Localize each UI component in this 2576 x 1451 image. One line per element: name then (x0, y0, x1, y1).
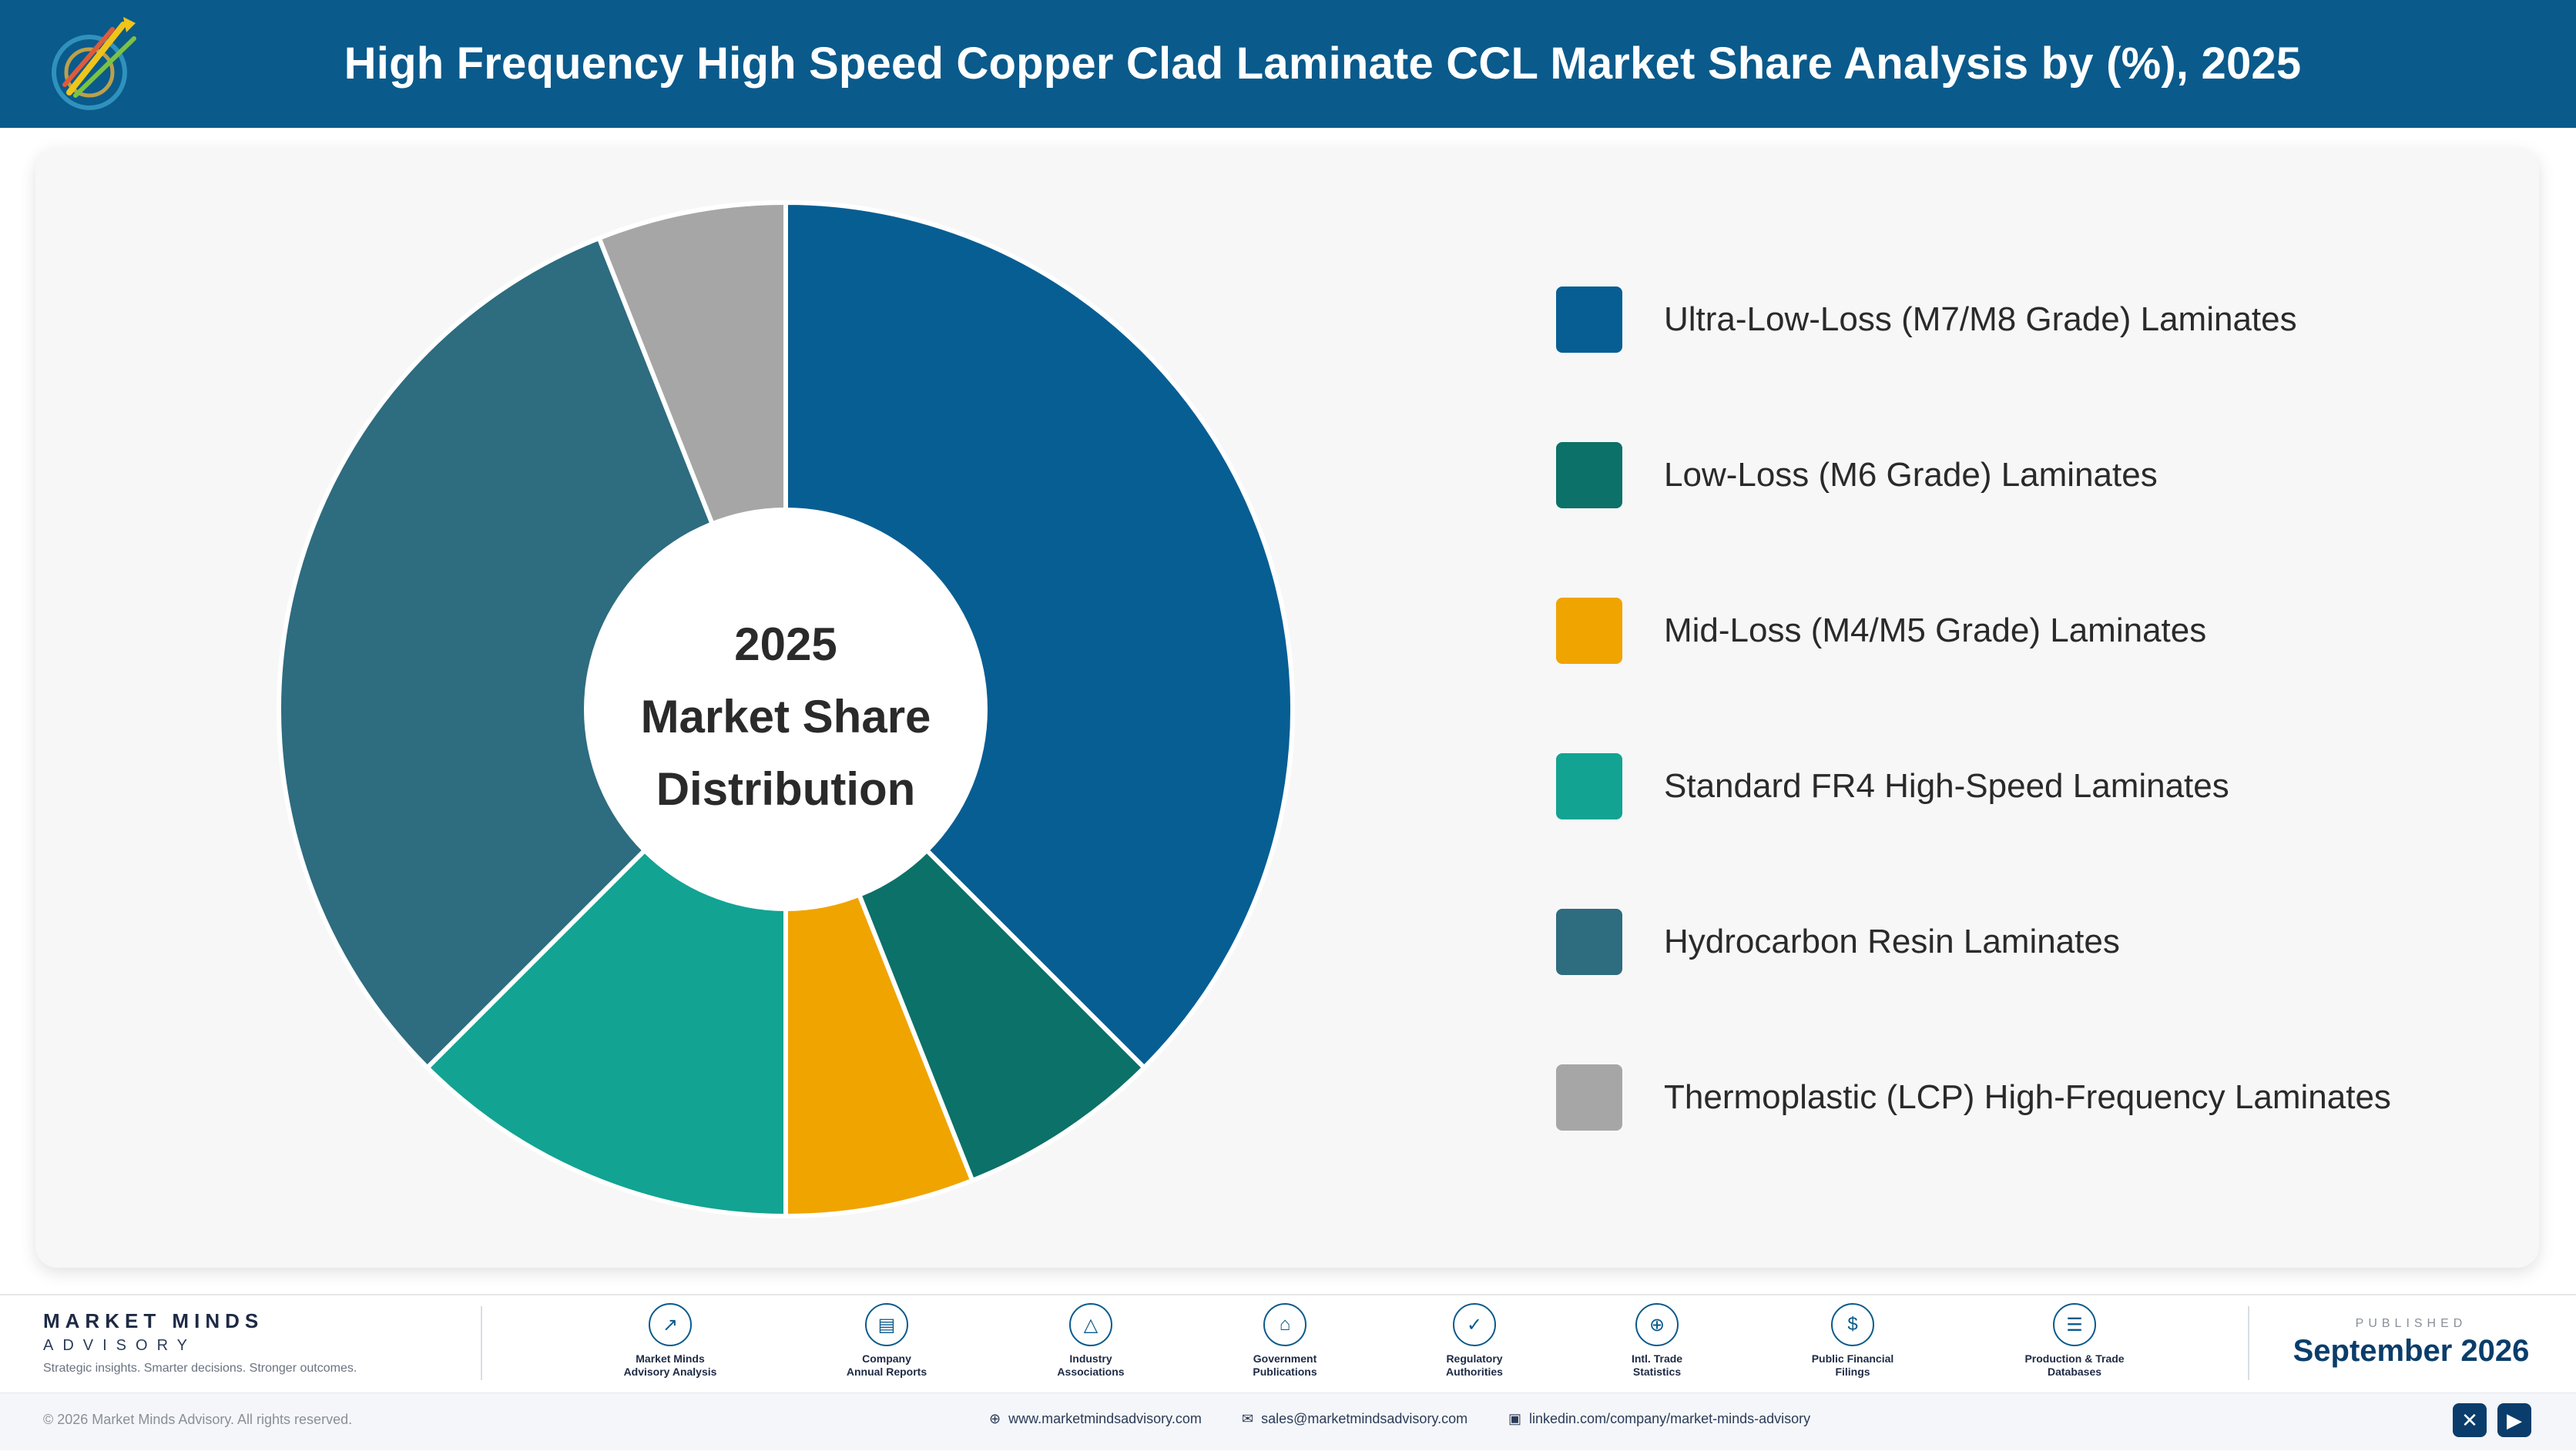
legend-label: Standard FR4 High-Speed Laminates (1664, 767, 2229, 805)
globe-icon: ⊕ (1635, 1303, 1679, 1346)
mail-icon: ✉ (1242, 1411, 1254, 1426)
building-icon: ⌂ (1263, 1303, 1306, 1346)
company-logo-icon (52, 17, 136, 110)
dollar-icon: $ (1831, 1303, 1874, 1346)
legend-swatch (1556, 753, 1622, 819)
footer-divider (2248, 1306, 2249, 1380)
legend-label: Low-Loss (M6 Grade) Laminates (1664, 456, 2158, 494)
source-government-publications: ⌂ Government Publications (1227, 1303, 1343, 1379)
footer-divider (481, 1306, 482, 1380)
document-icon: ▤ (865, 1303, 908, 1346)
published-date: September 2026 (2293, 1334, 2530, 1368)
legend-item: Thermoplastic (LCP) High-Frequency Lamin… (1556, 1064, 2391, 1131)
center-label-year: 2025 (734, 618, 837, 670)
legend-swatch (1556, 287, 1622, 353)
legend-swatch (1556, 1064, 1622, 1131)
pie-slice-5 (277, 235, 789, 1071)
copyright-text: © 2026 Market Minds Advisory. All rights… (43, 1412, 353, 1427)
source-market-minds: ↗ Market Minds Advisory Analysis (612, 1303, 728, 1379)
globe-icon: ⊕ (989, 1411, 1001, 1426)
legend-label: Hydrocarbon Resin Laminates (1664, 923, 2120, 960)
legend-swatch (1556, 909, 1622, 975)
legend-swatch (1556, 598, 1622, 664)
website-link[interactable]: ⊕ www.marketmindsadvisory.com (989, 1411, 1202, 1426)
footer-brand-name: MARKET MINDS (43, 1309, 264, 1332)
database-icon: ☰ (2053, 1303, 2096, 1346)
pie-chart (277, 199, 1295, 1216)
legend-item: Ultra-Low-Loss (M7/M8 Grade) Laminates (1556, 287, 2297, 353)
legend-label: Mid-Loss (M4/M5 Grade) Laminates (1664, 612, 2207, 649)
legend-label: Thermoplastic (LCP) High-Frequency Lamin… (1664, 1078, 2391, 1116)
source-financial-filings: $ Public Financial Filings (1795, 1303, 1910, 1379)
legend-label: Ultra-Low-Loss (M7/M8 Grade) Laminates (1664, 300, 2297, 338)
linkedin-icon: ▣ (1508, 1411, 1522, 1426)
shield-icon: ✓ (1453, 1303, 1496, 1346)
youtube-social-icon[interactable]: ▶ (2497, 1403, 2531, 1437)
email-link[interactable]: ✉ sales@marketmindsadvisory.com (1242, 1411, 1468, 1426)
legend-item: Standard FR4 High-Speed Laminates (1556, 753, 2229, 819)
footer-bottom-bar (0, 1392, 2576, 1450)
source-trade-databases: ☰ Production & Trade Databases (2017, 1303, 2132, 1379)
source-trade-statistics: ⊕ Intl. Trade Statistics (1599, 1303, 1715, 1379)
legend-swatch (1556, 442, 1622, 508)
legend-item: Hydrocarbon Resin Laminates (1556, 909, 2120, 975)
x-social-icon[interactable]: ✕ (2453, 1403, 2487, 1437)
header-bar: High Frequency High Speed Copper Clad La… (0, 0, 2576, 128)
source-regulatory-authorities: ✓ Regulatory Authorities (1417, 1303, 1532, 1379)
donut-hole (584, 508, 988, 911)
pie-slice-1 (783, 199, 1295, 1071)
published-label: PUBLISHED (2355, 1317, 2467, 1330)
footer-tagline: Strategic insights. Smarter decisions. S… (43, 1362, 357, 1375)
chart-line-icon: ↗ (649, 1303, 692, 1346)
network-icon: △ (1069, 1303, 1112, 1346)
source-industry-associations: △ Industry Associations (1033, 1303, 1149, 1379)
page-title: High Frequency High Speed Copper Clad La… (344, 39, 2302, 89)
linkedin-link[interactable]: ▣ linkedin.com/company/market-minds-advi… (1508, 1411, 1811, 1426)
center-label-line3: Distribution (656, 763, 916, 815)
center-label-line2: Market Share (640, 691, 931, 742)
legend-item: Mid-Loss (M4/M5 Grade) Laminates (1556, 598, 2206, 664)
footer-brand-sub: ADVISORY (43, 1337, 196, 1354)
pie-center-label: 2025 Market Share Distribution (585, 608, 986, 826)
source-annual-reports: ▤ Company Annual Reports (829, 1303, 944, 1379)
legend-item: Low-Loss (M6 Grade) Laminates (1556, 442, 2158, 508)
